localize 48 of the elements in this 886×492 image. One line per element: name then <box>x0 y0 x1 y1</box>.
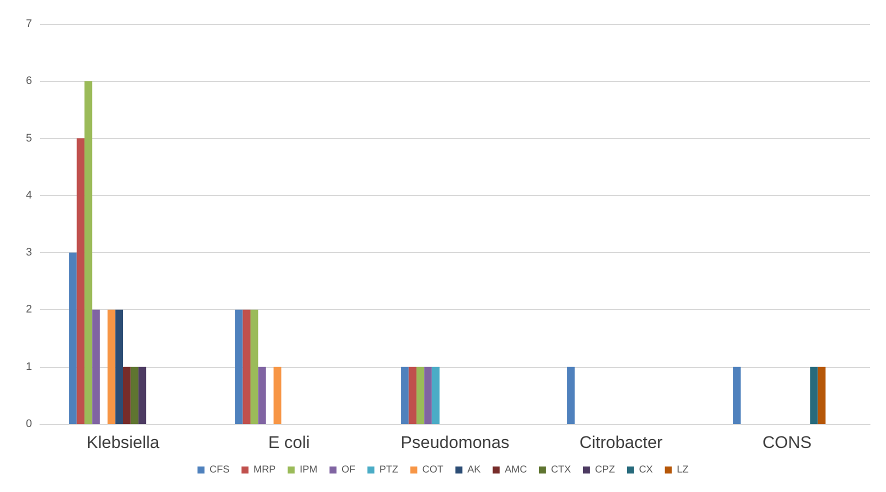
bar <box>408 366 416 424</box>
legend-label: CFS <box>210 464 230 476</box>
legend-label: OF <box>342 464 356 476</box>
bar <box>432 366 440 424</box>
x-tick-label: Citrobacter <box>579 433 663 452</box>
bar <box>818 366 826 424</box>
y-tick-label: 5 <box>26 132 32 144</box>
bar <box>84 81 92 424</box>
bar <box>567 366 575 424</box>
x-tick-label: Pseudomonas <box>400 433 510 452</box>
legend-label: PTZ <box>379 464 398 476</box>
y-tick-label: 4 <box>26 189 32 202</box>
legend-label: MRP <box>254 464 276 476</box>
bar <box>733 366 741 424</box>
legend-label: CTX <box>550 464 572 476</box>
legend-label: LZ <box>676 464 689 476</box>
y-tick-label: 3 <box>26 246 32 259</box>
bar <box>250 310 258 424</box>
bar <box>424 366 432 424</box>
legend-label: CX <box>638 464 654 476</box>
legend-label: AMC <box>504 464 527 476</box>
bar <box>810 366 818 424</box>
legend-label: AK <box>467 464 482 476</box>
bar <box>258 366 266 424</box>
y-tick-label: 6 <box>26 75 32 88</box>
bar <box>123 366 131 424</box>
bar <box>235 310 243 424</box>
bar <box>130 366 138 424</box>
y-tick-label: 0 <box>26 418 32 430</box>
x-tick-label: E coli <box>268 433 310 452</box>
bar <box>76 138 84 424</box>
bar <box>274 366 282 424</box>
x-tick-label: Klebsiella <box>86 433 160 452</box>
bar <box>416 366 424 424</box>
bar <box>401 366 409 424</box>
legend-label: IPM <box>300 464 318 476</box>
bar <box>108 310 116 424</box>
bar <box>138 366 146 424</box>
legend-label: CPZ <box>594 464 615 476</box>
y-tick-label: 7 <box>26 18 32 30</box>
legend-label: COT <box>422 464 444 476</box>
x-tick-label: CONS <box>762 433 812 452</box>
bar <box>115 310 123 424</box>
bar <box>242 310 250 424</box>
y-tick-label: 2 <box>26 304 32 316</box>
bar <box>69 252 77 424</box>
bar <box>92 310 100 424</box>
y-tick-label: 1 <box>26 360 32 373</box>
